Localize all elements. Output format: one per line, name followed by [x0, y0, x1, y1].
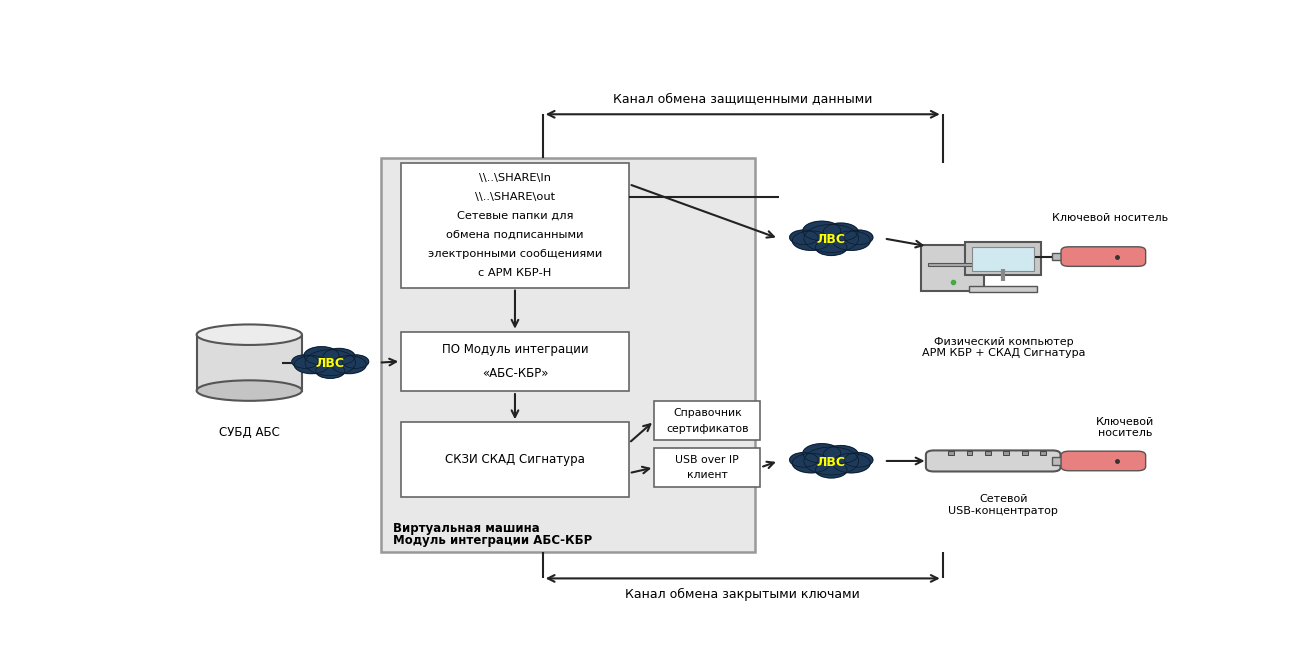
Circle shape	[803, 444, 841, 463]
Bar	[948, 451, 955, 455]
Circle shape	[316, 364, 345, 378]
Text: Канал обмена закрытыми ключами: Канал обмена закрытыми ключами	[626, 588, 861, 601]
Circle shape	[790, 230, 818, 245]
Circle shape	[790, 453, 818, 467]
Text: ЛВС: ЛВС	[816, 233, 846, 246]
Text: «АБС-КБР»: «АБС-КБР»	[482, 367, 549, 380]
Bar	[927, 263, 976, 266]
Circle shape	[823, 446, 858, 464]
Circle shape	[804, 447, 858, 475]
Circle shape	[793, 231, 831, 250]
Ellipse shape	[197, 380, 302, 401]
Circle shape	[294, 355, 329, 374]
Circle shape	[823, 223, 858, 241]
Text: СУБД АБС: СУБД АБС	[219, 426, 279, 439]
Circle shape	[845, 230, 872, 245]
Bar	[965, 242, 1041, 275]
Circle shape	[304, 347, 340, 365]
Bar	[1003, 451, 1010, 455]
Text: ЛВС: ЛВС	[816, 456, 846, 468]
Text: Сетевой
USB-концентратор: Сетевой USB-концентратор	[948, 494, 1058, 515]
FancyBboxPatch shape	[1060, 451, 1145, 471]
Circle shape	[845, 453, 872, 467]
Bar	[966, 451, 973, 455]
FancyBboxPatch shape	[401, 163, 629, 288]
Text: СКЗИ СКАД Сигнатура: СКЗИ СКАД Сигнатура	[445, 453, 585, 466]
Circle shape	[815, 462, 848, 478]
Text: Канал обмена защищенными данными: Канал обмена защищенными данными	[613, 92, 872, 105]
Text: Ключевой носитель: Ключевой носитель	[1051, 213, 1168, 222]
Bar	[969, 286, 1037, 292]
Bar	[921, 245, 983, 291]
Text: электронными сообщениями: электронными сообщениями	[428, 249, 602, 259]
FancyBboxPatch shape	[381, 159, 755, 552]
Circle shape	[815, 239, 848, 255]
FancyBboxPatch shape	[401, 422, 629, 497]
Bar	[985, 451, 991, 455]
Text: USB over IP: USB over IP	[675, 455, 739, 464]
FancyBboxPatch shape	[401, 331, 629, 391]
Text: ПО Модуль интеграции: ПО Модуль интеграции	[441, 343, 588, 356]
Circle shape	[832, 231, 870, 250]
Text: Ключевой
носитель: Ключевой носитель	[1096, 417, 1155, 438]
Bar	[1053, 253, 1070, 260]
Bar	[1053, 457, 1070, 465]
Circle shape	[832, 454, 870, 473]
Circle shape	[332, 355, 366, 374]
Text: обмена подписанными: обмена подписанными	[447, 230, 584, 240]
Bar	[1021, 451, 1028, 455]
Circle shape	[804, 224, 858, 253]
Text: клиент: клиент	[687, 470, 727, 480]
Circle shape	[291, 355, 319, 368]
Circle shape	[323, 349, 355, 365]
Ellipse shape	[197, 325, 302, 345]
Text: Справочник: Справочник	[673, 408, 742, 418]
Circle shape	[793, 454, 831, 473]
FancyBboxPatch shape	[926, 450, 1060, 472]
Text: ЛВС: ЛВС	[316, 357, 345, 370]
Text: Сетевые папки для: Сетевые папки для	[457, 211, 573, 221]
Circle shape	[803, 221, 841, 241]
Text: с АРМ КБР-Н: с АРМ КБР-Н	[478, 268, 551, 278]
Text: Модуль интеграции АБС-КБР: Модуль интеграции АБС-КБР	[393, 534, 592, 546]
Bar	[1040, 451, 1046, 455]
Bar	[972, 247, 1034, 271]
FancyBboxPatch shape	[654, 448, 760, 487]
Text: \\..\SHARE\In: \\..\SHARE\In	[479, 173, 551, 183]
Circle shape	[306, 349, 355, 376]
FancyBboxPatch shape	[1060, 247, 1145, 266]
Text: сертификатов: сертификатов	[666, 423, 748, 433]
Text: Физический компьютер
АРМ КБР + СКАД Сигнатура: Физический компьютер АРМ КБР + СКАД Сигн…	[922, 337, 1085, 358]
Text: Виртуальная машина: Виртуальная машина	[393, 521, 539, 535]
Circle shape	[342, 355, 368, 368]
FancyBboxPatch shape	[654, 401, 760, 440]
Bar	[197, 335, 302, 390]
Text: \\..\SHARE\out: \\..\SHARE\out	[475, 192, 555, 202]
